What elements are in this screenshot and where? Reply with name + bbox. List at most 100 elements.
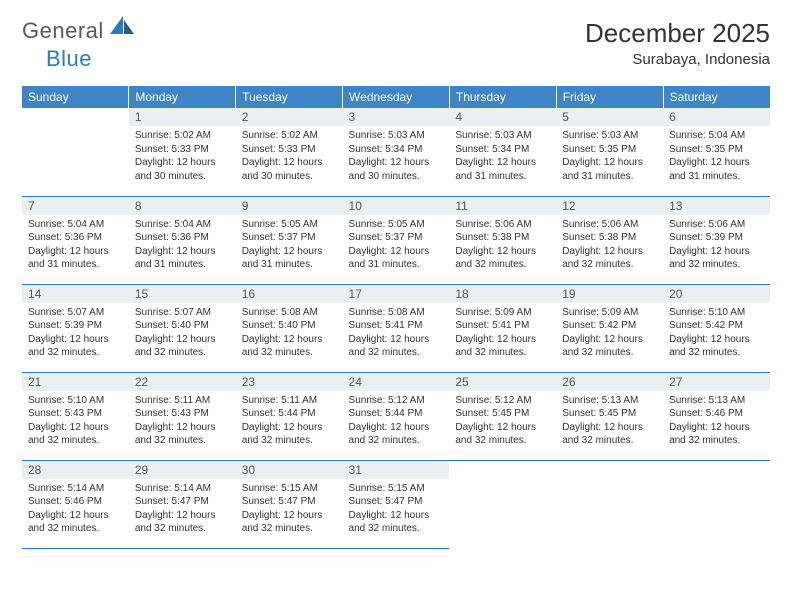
calendar-cell: 4Sunrise: 5:03 AMSunset: 5:34 PMDaylight… [449,108,556,196]
day-number: 2 [236,108,343,126]
calendar-cell [556,460,663,548]
day-number: 3 [343,108,450,126]
day-content: Sunrise: 5:06 AMSunset: 5:38 PMDaylight:… [449,215,556,276]
day-content: Sunrise: 5:09 AMSunset: 5:41 PMDaylight:… [449,303,556,364]
day-number: 7 [22,197,129,215]
day-content: Sunrise: 5:14 AMSunset: 5:47 PMDaylight:… [129,479,236,540]
weekday-header: Wednesday [343,86,450,108]
month-title: December 2025 [585,18,770,49]
weekday-header: Sunday [22,86,129,108]
day-content: Sunrise: 5:03 AMSunset: 5:34 PMDaylight:… [449,126,556,187]
calendar-cell: 22Sunrise: 5:11 AMSunset: 5:43 PMDayligh… [129,372,236,460]
calendar-cell: 13Sunrise: 5:06 AMSunset: 5:39 PMDayligh… [663,196,770,284]
day-number: 15 [129,285,236,303]
day-content: Sunrise: 5:06 AMSunset: 5:39 PMDaylight:… [663,215,770,276]
calendar-row: 21Sunrise: 5:10 AMSunset: 5:43 PMDayligh… [22,372,770,460]
day-number: 28 [22,461,129,479]
calendar-row: 1Sunrise: 5:02 AMSunset: 5:33 PMDaylight… [22,108,770,196]
day-number: 19 [556,285,663,303]
calendar-cell: 30Sunrise: 5:15 AMSunset: 5:47 PMDayligh… [236,460,343,548]
calendar-header-row: SundayMondayTuesdayWednesdayThursdayFrid… [22,86,770,108]
brand-sail-icon [110,16,136,41]
calendar-page: General December 2025 Surabaya, Indonesi… [0,0,792,567]
day-content: Sunrise: 5:10 AMSunset: 5:42 PMDaylight:… [663,303,770,364]
calendar-cell: 21Sunrise: 5:10 AMSunset: 5:43 PMDayligh… [22,372,129,460]
day-number: 29 [129,461,236,479]
day-content: Sunrise: 5:09 AMSunset: 5:42 PMDaylight:… [556,303,663,364]
calendar-cell: 9Sunrise: 5:05 AMSunset: 5:37 PMDaylight… [236,196,343,284]
day-content: Sunrise: 5:08 AMSunset: 5:40 PMDaylight:… [236,303,343,364]
calendar-cell: 2Sunrise: 5:02 AMSunset: 5:33 PMDaylight… [236,108,343,196]
day-number: 9 [236,197,343,215]
weekday-header: Thursday [449,86,556,108]
calendar-cell: 16Sunrise: 5:08 AMSunset: 5:40 PMDayligh… [236,284,343,372]
day-content: Sunrise: 5:02 AMSunset: 5:33 PMDaylight:… [236,126,343,187]
day-number: 17 [343,285,450,303]
calendar-cell: 1Sunrise: 5:02 AMSunset: 5:33 PMDaylight… [129,108,236,196]
day-content: Sunrise: 5:14 AMSunset: 5:46 PMDaylight:… [22,479,129,540]
day-number: 27 [663,373,770,391]
day-content: Sunrise: 5:15 AMSunset: 5:47 PMDaylight:… [343,479,450,540]
calendar-cell: 6Sunrise: 5:04 AMSunset: 5:35 PMDaylight… [663,108,770,196]
day-content: Sunrise: 5:05 AMSunset: 5:37 PMDaylight:… [343,215,450,276]
calendar-cell [22,108,129,196]
day-content: Sunrise: 5:04 AMSunset: 5:36 PMDaylight:… [129,215,236,276]
day-number: 24 [343,373,450,391]
weekday-header: Friday [556,86,663,108]
day-content: Sunrise: 5:15 AMSunset: 5:47 PMDaylight:… [236,479,343,540]
day-content: Sunrise: 5:06 AMSunset: 5:38 PMDaylight:… [556,215,663,276]
calendar-row: 14Sunrise: 5:07 AMSunset: 5:39 PMDayligh… [22,284,770,372]
day-number: 26 [556,373,663,391]
day-number: 21 [22,373,129,391]
day-content: Sunrise: 5:08 AMSunset: 5:41 PMDaylight:… [343,303,450,364]
weekday-header: Tuesday [236,86,343,108]
day-content: Sunrise: 5:12 AMSunset: 5:45 PMDaylight:… [449,391,556,452]
day-number: 14 [22,285,129,303]
day-number: 23 [236,373,343,391]
day-number: 8 [129,197,236,215]
day-number: 18 [449,285,556,303]
day-number: 13 [663,197,770,215]
day-number: 30 [236,461,343,479]
day-content: Sunrise: 5:02 AMSunset: 5:33 PMDaylight:… [129,126,236,187]
day-number: 4 [449,108,556,126]
calendar-cell: 18Sunrise: 5:09 AMSunset: 5:41 PMDayligh… [449,284,556,372]
day-content: Sunrise: 5:10 AMSunset: 5:43 PMDaylight:… [22,391,129,452]
day-content: Sunrise: 5:07 AMSunset: 5:39 PMDaylight:… [22,303,129,364]
calendar-cell: 5Sunrise: 5:03 AMSunset: 5:35 PMDaylight… [556,108,663,196]
day-content: Sunrise: 5:04 AMSunset: 5:35 PMDaylight:… [663,126,770,187]
day-content: Sunrise: 5:05 AMSunset: 5:37 PMDaylight:… [236,215,343,276]
calendar-cell: 20Sunrise: 5:10 AMSunset: 5:42 PMDayligh… [663,284,770,372]
day-number: 6 [663,108,770,126]
day-number: 31 [343,461,450,479]
calendar-row: 28Sunrise: 5:14 AMSunset: 5:46 PMDayligh… [22,460,770,548]
day-content: Sunrise: 5:12 AMSunset: 5:44 PMDaylight:… [343,391,450,452]
day-number: 25 [449,373,556,391]
calendar-cell: 3Sunrise: 5:03 AMSunset: 5:34 PMDaylight… [343,108,450,196]
calendar-cell: 7Sunrise: 5:04 AMSunset: 5:36 PMDaylight… [22,196,129,284]
calendar-row: 7Sunrise: 5:04 AMSunset: 5:36 PMDaylight… [22,196,770,284]
day-content: Sunrise: 5:13 AMSunset: 5:46 PMDaylight:… [663,391,770,452]
calendar-cell: 8Sunrise: 5:04 AMSunset: 5:36 PMDaylight… [129,196,236,284]
calendar-table: SundayMondayTuesdayWednesdayThursdayFrid… [22,86,770,549]
calendar-cell: 12Sunrise: 5:06 AMSunset: 5:38 PMDayligh… [556,196,663,284]
calendar-cell: 19Sunrise: 5:09 AMSunset: 5:42 PMDayligh… [556,284,663,372]
calendar-cell [449,460,556,548]
calendar-cell: 14Sunrise: 5:07 AMSunset: 5:39 PMDayligh… [22,284,129,372]
day-content: Sunrise: 5:13 AMSunset: 5:45 PMDaylight:… [556,391,663,452]
calendar-cell: 25Sunrise: 5:12 AMSunset: 5:45 PMDayligh… [449,372,556,460]
day-content: Sunrise: 5:11 AMSunset: 5:44 PMDaylight:… [236,391,343,452]
day-content: Sunrise: 5:03 AMSunset: 5:35 PMDaylight:… [556,126,663,187]
calendar-cell: 26Sunrise: 5:13 AMSunset: 5:45 PMDayligh… [556,372,663,460]
day-number: 12 [556,197,663,215]
calendar-cell: 11Sunrise: 5:06 AMSunset: 5:38 PMDayligh… [449,196,556,284]
brand-text-1: General [22,18,104,44]
weekday-header: Saturday [663,86,770,108]
calendar-cell: 15Sunrise: 5:07 AMSunset: 5:40 PMDayligh… [129,284,236,372]
day-number: 5 [556,108,663,126]
brand-logo: General [22,18,138,44]
day-number: 20 [663,285,770,303]
calendar-cell: 10Sunrise: 5:05 AMSunset: 5:37 PMDayligh… [343,196,450,284]
calendar-cell: 23Sunrise: 5:11 AMSunset: 5:44 PMDayligh… [236,372,343,460]
day-number: 10 [343,197,450,215]
